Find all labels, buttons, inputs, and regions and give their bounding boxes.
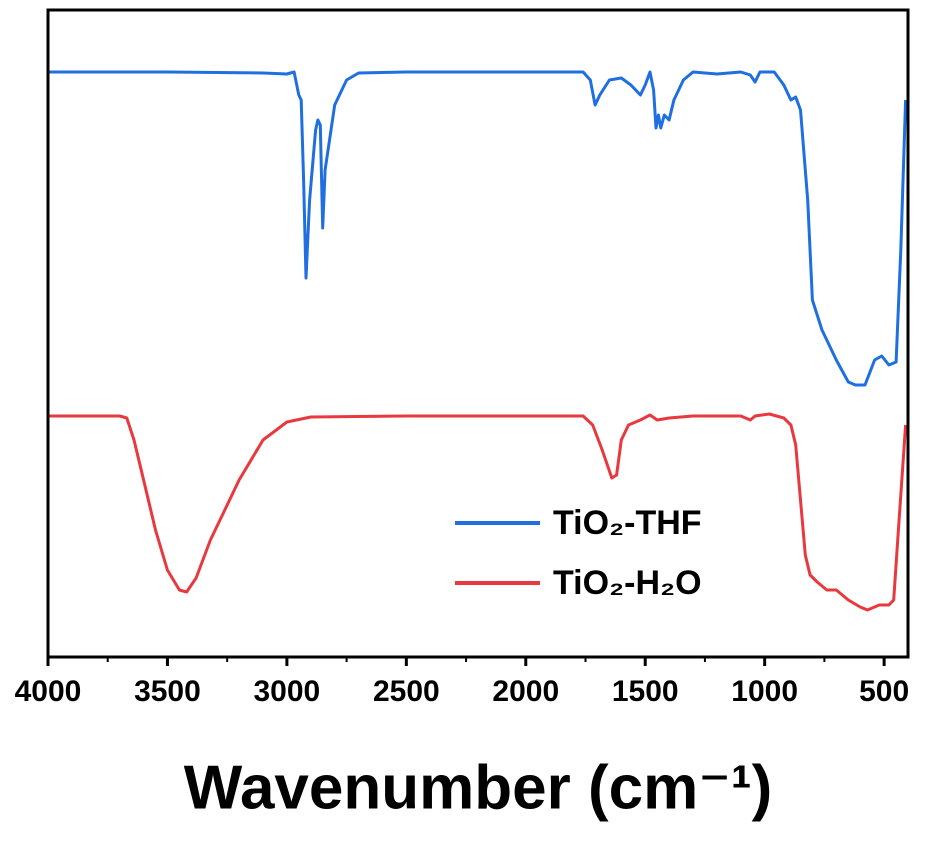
spectrum-line	[48, 70, 908, 387]
x-tick-label: 1500	[612, 675, 679, 708]
x-tick-label: 3500	[134, 675, 201, 708]
legend-label: TiO₂-THF	[553, 504, 702, 542]
x-axis-label: Wavenumber (cm⁻¹)	[184, 753, 773, 822]
x-tick-label: 1000	[731, 675, 798, 708]
x-tick-label: 2500	[373, 675, 440, 708]
x-tick-label: 3000	[254, 675, 321, 708]
x-tick-label: 4000	[15, 675, 82, 708]
x-tick-label: 2000	[492, 675, 559, 708]
x-tick-label: 500	[859, 675, 909, 708]
plot-frame	[46, 8, 910, 659]
spectrum-line	[48, 412, 908, 612]
legend-label: TiO₂-H₂O	[553, 564, 702, 602]
